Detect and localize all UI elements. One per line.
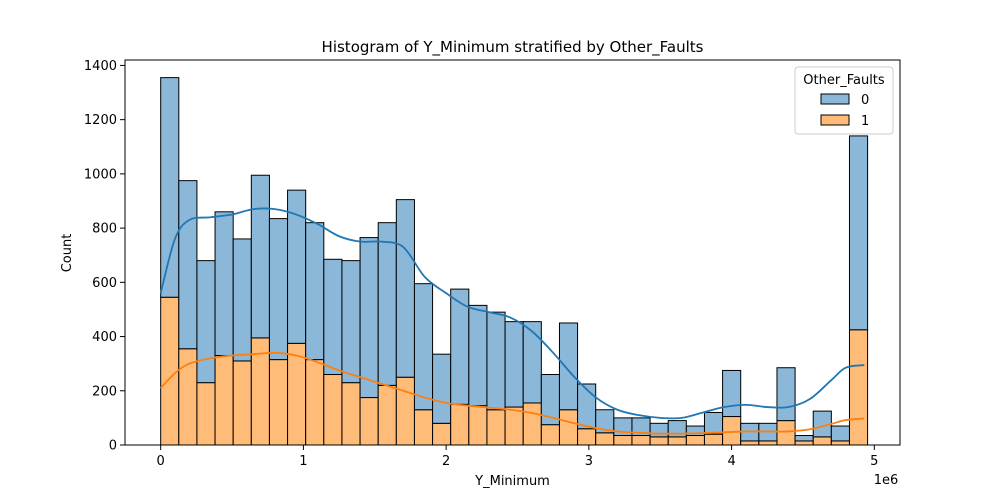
bars-layer bbox=[160, 77, 869, 446]
legend-swatch-1 bbox=[820, 114, 850, 126]
bar-series-1 bbox=[631, 435, 651, 446]
legend-title: Other_Faults bbox=[803, 73, 885, 88]
bar-series-1 bbox=[432, 422, 452, 446]
bar-series-1 bbox=[812, 436, 832, 446]
bar-series-1 bbox=[287, 342, 307, 446]
bar-series-0 bbox=[649, 422, 669, 438]
x-tick-label: 4 bbox=[727, 454, 735, 469]
y-tick-label: 1400 bbox=[84, 59, 117, 74]
bar-series-0 bbox=[504, 321, 524, 408]
bar-series-1 bbox=[758, 440, 778, 446]
bar-series-1 bbox=[413, 409, 434, 446]
y-axis: 0 200 400 600 800 1000 1200 1400 bbox=[84, 59, 125, 454]
x-axis: 0 1 2 3 4 5 bbox=[157, 445, 878, 469]
bar-series-1 bbox=[504, 406, 524, 446]
bar-series-0 bbox=[377, 222, 397, 386]
bar-series-0 bbox=[160, 77, 180, 298]
chart-title: Histogram of Y_Minimum stratified by Oth… bbox=[322, 38, 704, 57]
y-tick-label: 0 bbox=[109, 439, 117, 454]
bar-series-1 bbox=[722, 416, 742, 446]
bar-series-1 bbox=[522, 402, 542, 446]
bar-series-1 bbox=[178, 348, 198, 446]
bar-series-1 bbox=[540, 424, 560, 446]
bar-series-1 bbox=[305, 359, 325, 446]
bar-series-1 bbox=[776, 420, 796, 446]
bar-series-0 bbox=[232, 238, 252, 362]
bar-series-0 bbox=[395, 199, 415, 378]
bar-series-1 bbox=[667, 436, 687, 446]
bar-series-0 bbox=[432, 353, 452, 424]
plot-area bbox=[124, 59, 901, 446]
bar-series-0 bbox=[830, 425, 850, 442]
x-tick-label: 1 bbox=[299, 454, 307, 469]
bar-series-1 bbox=[577, 428, 597, 446]
legend-swatch-0 bbox=[820, 93, 850, 105]
bar-series-1 bbox=[196, 382, 216, 446]
y-tick-label: 600 bbox=[92, 276, 117, 291]
bar-series-0 bbox=[558, 322, 579, 411]
bar-series-0 bbox=[468, 304, 488, 407]
y-tick-label: 1000 bbox=[84, 167, 117, 182]
kde-line-1 bbox=[160, 351, 865, 435]
legend-items: 01 bbox=[820, 93, 869, 129]
bar-series-1 bbox=[214, 355, 234, 446]
y-tick-label: 800 bbox=[92, 222, 117, 237]
bar-series-1 bbox=[848, 329, 869, 446]
bar-series-1 bbox=[486, 409, 506, 446]
bar-series-0 bbox=[305, 222, 325, 361]
bar-series-0 bbox=[178, 180, 198, 350]
y-tick-label: 200 bbox=[92, 384, 117, 399]
y-tick-label: 400 bbox=[92, 330, 117, 345]
x-tick-label: 5 bbox=[870, 454, 878, 469]
bar-series-0 bbox=[268, 218, 289, 361]
bar-series-1 bbox=[794, 440, 814, 446]
bar-series-1 bbox=[395, 376, 415, 446]
bar-series-0 bbox=[577, 383, 597, 430]
bar-series-1 bbox=[703, 433, 724, 446]
kde-layer bbox=[159, 207, 865, 435]
x-tick-label: 0 bbox=[157, 454, 165, 469]
bar-series-0 bbox=[196, 260, 216, 384]
legend-label-0: 0 bbox=[861, 93, 869, 108]
bar-series-1 bbox=[740, 440, 760, 446]
bar-series-0 bbox=[250, 174, 270, 339]
bar-series-0 bbox=[214, 211, 234, 357]
bar-series-1 bbox=[613, 435, 633, 446]
bar-series-1 bbox=[649, 436, 669, 446]
bar-series-1 bbox=[323, 374, 343, 446]
x-axis-offset-label: 1e6 bbox=[874, 473, 899, 488]
kde-line-0 bbox=[159, 207, 865, 420]
bar-series-1 bbox=[830, 440, 850, 446]
bar-series-1 bbox=[341, 382, 361, 446]
bar-series-0 bbox=[323, 258, 343, 376]
y-tick-label: 1200 bbox=[84, 113, 117, 128]
bar-series-0 bbox=[848, 135, 869, 331]
bar-series-0 bbox=[522, 321, 542, 404]
bar-series-1 bbox=[359, 397, 379, 446]
bar-series-0 bbox=[722, 369, 742, 418]
bar-series-1 bbox=[468, 405, 488, 446]
bar-series-1 bbox=[268, 359, 289, 446]
y-axis-label: Count bbox=[60, 234, 75, 273]
bar-series-0 bbox=[359, 237, 379, 399]
legend-label-1: 1 bbox=[861, 114, 869, 129]
bar-series-1 bbox=[450, 403, 470, 446]
plot-frame bbox=[124, 59, 901, 446]
bar-series-1 bbox=[595, 432, 615, 446]
bar-series-1 bbox=[377, 384, 397, 446]
x-tick-label: 3 bbox=[585, 454, 593, 469]
bar-series-1 bbox=[232, 360, 252, 446]
bar-series-0 bbox=[413, 283, 434, 411]
bar-series-0 bbox=[341, 260, 361, 384]
bar-series-1 bbox=[685, 435, 705, 446]
x-axis-label: Y_Minimum bbox=[474, 474, 550, 489]
bar-series-0 bbox=[794, 435, 814, 442]
bar-series-0 bbox=[703, 411, 724, 435]
bar-series-1 bbox=[558, 409, 579, 446]
x-tick-label: 2 bbox=[442, 454, 450, 469]
bar-series-0 bbox=[776, 367, 796, 422]
legend: Other_Faults 01 bbox=[794, 66, 894, 135]
bar-series-0 bbox=[486, 311, 506, 411]
